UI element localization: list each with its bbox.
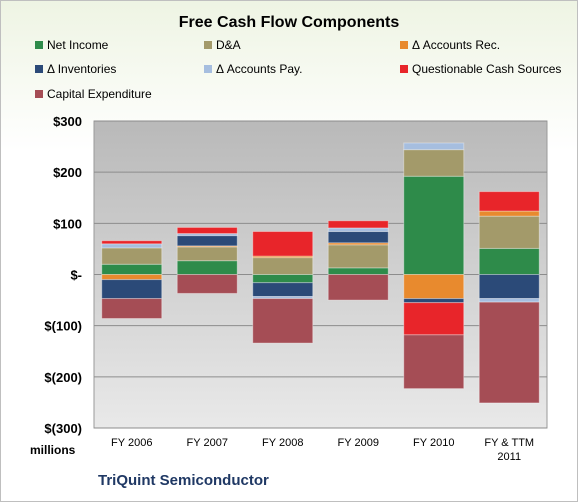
bar-segment [176,246,238,262]
bar-segment [478,210,540,217]
legend-label: Δ Accounts Pay. [216,62,303,76]
bar-segment [101,263,163,275]
bar-segment [327,274,389,301]
bar-segment [478,215,540,249]
bar-segment [252,282,314,298]
legend-swatch [204,41,212,49]
y-tick-label: $- [70,268,82,283]
bar-segment [327,227,389,233]
legend-swatch [400,41,408,49]
legend-swatch [35,90,43,98]
legend-item: Questionable Cash Sources [400,62,561,76]
legend-item: Capital Expenditure [35,87,152,101]
bar-segment [101,279,163,300]
legend-item: D&A [204,38,241,52]
bar-segment [101,240,163,245]
legend-label: Net Income [47,38,109,52]
bar-segment [478,298,540,303]
legend-item: Δ Inventories [35,62,116,76]
legend-label: Capital Expenditure [47,87,152,101]
x-tick-label: FY 2006 [111,437,152,449]
legend-label: Questionable Cash Sources [412,62,562,76]
legend-swatch [35,65,43,73]
y-tick-label: $(300) [44,421,82,436]
x-tick-label: FY & TTM 2011 [484,437,534,463]
bar-segment [327,231,389,244]
chart-title: Free Cash Flow Components [178,14,400,31]
bar-segment [101,247,163,265]
y-axis-unit-label: millions [30,443,76,457]
y-tick-label: $(100) [44,319,82,334]
legend-item: Δ Accounts Rec. [400,38,500,52]
x-tick-label: FY 2009 [338,437,379,449]
legend-item: Net Income [35,38,108,52]
bar-segment [478,191,540,212]
bar-segment [101,243,163,249]
legend-label: D&A [216,38,241,52]
bar-segment [327,267,389,275]
bar-segment [478,274,540,300]
bar-segment [101,274,163,281]
legend-swatch [400,65,408,73]
y-tick-label: $(200) [44,370,82,385]
y-tick-label: $100 [53,216,82,231]
legend-swatch [35,41,43,49]
bar-segment [403,142,465,151]
bar-segment [252,257,314,275]
bar-segment [176,260,238,275]
bar-segment [327,244,389,269]
bar-segment [176,226,238,235]
legend-item: Δ Accounts Pay. [204,62,303,76]
bar-segment [176,235,238,247]
bar-segment [478,301,540,404]
x-tick-label: FY 2010 [413,437,454,449]
y-tick-label: $300 [53,114,82,129]
legend-swatch [204,65,212,73]
legend-label: Δ Inventories [47,62,117,76]
bar-segment [327,220,389,229]
company-name: TriQuint Semiconductor [98,472,269,489]
bar-segment [252,274,314,284]
bar-segment [403,175,465,275]
y-tick-label: $200 [53,165,82,180]
bar-segment [101,298,163,320]
x-tick-label: FY 2007 [187,437,228,449]
legend-label: Δ Accounts Rec. [412,38,501,52]
bar-segment [478,247,540,275]
bar-segment [403,274,465,300]
bar-segment [403,302,465,336]
bar-segment [176,274,238,294]
bar-segment [403,334,465,390]
bar-segment [403,149,465,177]
bar-segment [403,298,465,304]
x-tick-label: FY 2008 [262,437,303,449]
bar-segment [252,298,314,344]
bar-segment [252,231,314,257]
